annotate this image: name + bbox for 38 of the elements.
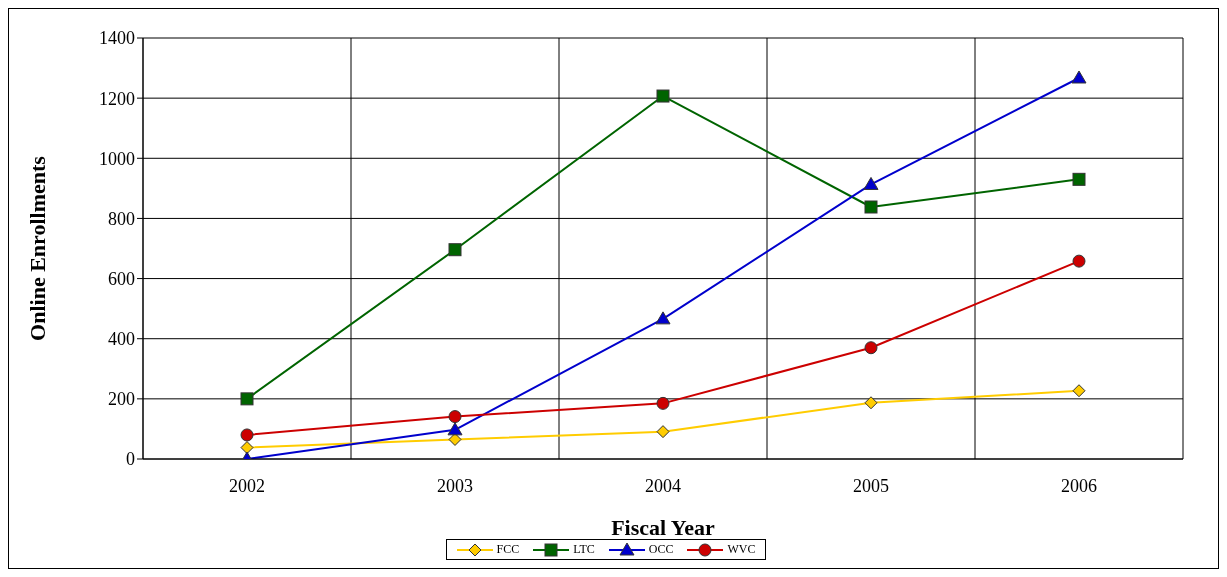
y-tick-label: 0 xyxy=(126,449,135,470)
x-tick-label: 2004 xyxy=(645,475,681,496)
legend-label: LTC xyxy=(572,542,595,557)
point xyxy=(1071,70,1087,84)
point xyxy=(448,243,462,257)
y-tick-label: 1400 xyxy=(99,28,135,49)
point xyxy=(1072,172,1086,186)
x-tick-label: 2003 xyxy=(437,475,473,496)
point xyxy=(240,441,254,455)
point xyxy=(656,425,670,439)
point xyxy=(864,396,878,410)
point xyxy=(448,410,462,424)
x-tick-label: 2005 xyxy=(853,475,889,496)
legend-label: OCC xyxy=(647,542,674,557)
point xyxy=(448,432,462,446)
y-tick-label: 1200 xyxy=(99,88,135,109)
y-tick-label: 600 xyxy=(108,268,135,289)
x-tick-label: 2002 xyxy=(229,475,265,496)
point xyxy=(864,200,878,214)
point xyxy=(240,428,254,442)
x-axis-title: Fiscal Year xyxy=(611,515,716,540)
legend-label: WVC xyxy=(726,542,756,557)
point xyxy=(655,311,671,325)
point xyxy=(863,176,879,190)
point xyxy=(656,89,670,103)
point xyxy=(864,341,878,355)
x-tick-label: 2006 xyxy=(1061,475,1097,496)
y-axis-title: Online Enrollments xyxy=(24,155,50,341)
y-tick-label: 200 xyxy=(108,389,135,410)
y-tick-label: 1000 xyxy=(99,148,135,169)
point xyxy=(240,392,254,406)
point xyxy=(447,422,463,436)
point xyxy=(1072,254,1086,268)
y-tick-label: 800 xyxy=(108,208,135,229)
y-tick-label: 400 xyxy=(108,329,135,350)
point xyxy=(656,396,670,410)
legend-label: FCC xyxy=(495,542,520,557)
point xyxy=(1072,384,1086,398)
